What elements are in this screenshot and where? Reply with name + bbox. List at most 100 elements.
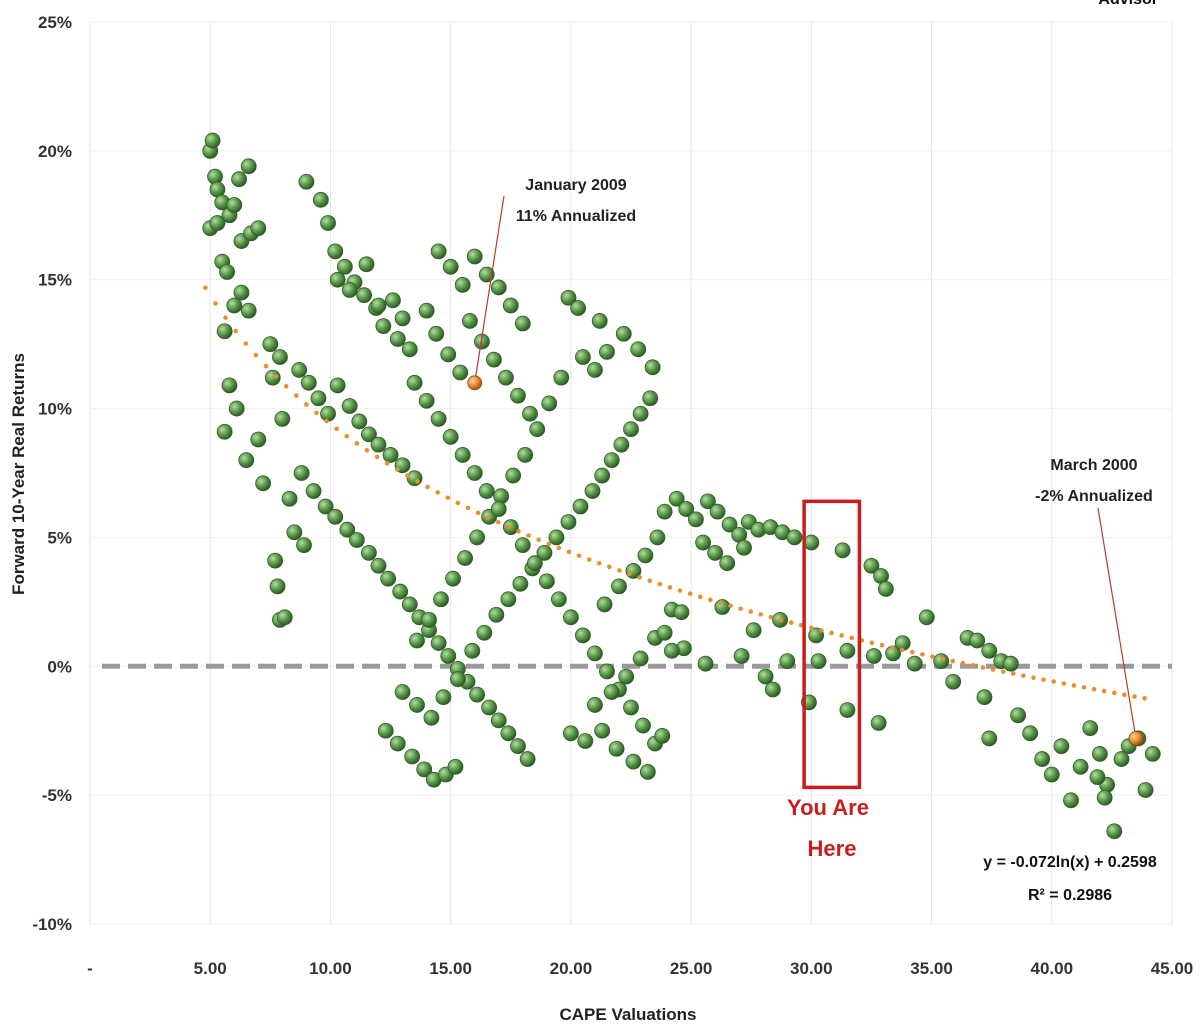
annotation-jan2009-line1: January 2009 bbox=[525, 177, 627, 194]
data-point bbox=[918, 609, 935, 626]
data-point bbox=[541, 395, 558, 412]
data-point bbox=[570, 300, 587, 316]
data-point bbox=[327, 243, 344, 260]
trendline-dot bbox=[586, 557, 592, 562]
trendline-dot bbox=[455, 500, 461, 506]
trendline-dot bbox=[849, 635, 855, 641]
data-point bbox=[632, 650, 649, 667]
trendline-dot bbox=[213, 301, 218, 306]
data-point bbox=[500, 591, 517, 608]
data-point bbox=[906, 655, 923, 672]
data-point bbox=[639, 764, 656, 780]
trendline-dot bbox=[708, 597, 713, 603]
trendline-dot bbox=[627, 571, 632, 577]
data-point bbox=[575, 349, 591, 365]
data-point bbox=[250, 431, 267, 448]
data-point bbox=[466, 465, 483, 481]
data-point bbox=[305, 483, 322, 499]
trendline-dot bbox=[1000, 669, 1006, 674]
you-are-here-box bbox=[802, 499, 862, 790]
data-point bbox=[618, 668, 635, 685]
y-axis-label: Forward 10-Year Real Returns bbox=[9, 353, 28, 595]
data-point bbox=[293, 465, 310, 481]
data-point bbox=[389, 735, 406, 752]
data-point bbox=[587, 362, 603, 378]
data-point bbox=[603, 452, 620, 469]
x-tick-label: 25.00 bbox=[670, 959, 713, 978]
data-point bbox=[1053, 738, 1070, 755]
data-point bbox=[428, 325, 445, 342]
data-point bbox=[264, 369, 281, 386]
data-point bbox=[594, 467, 611, 484]
trendline-dot bbox=[1091, 686, 1097, 692]
data-point bbox=[490, 712, 507, 729]
y-tick-label: -5% bbox=[42, 786, 72, 805]
trendline-dot bbox=[879, 642, 885, 648]
data-point bbox=[447, 758, 464, 775]
trendline-dot bbox=[445, 495, 451, 501]
data-point bbox=[500, 725, 517, 742]
data-point bbox=[394, 310, 411, 327]
trendline-dot bbox=[920, 652, 925, 657]
data-point bbox=[577, 733, 594, 749]
trendline-dot bbox=[526, 533, 531, 538]
data-point bbox=[745, 622, 762, 639]
data-point bbox=[587, 645, 603, 662]
data-point bbox=[733, 648, 750, 664]
trendline-dot bbox=[1061, 681, 1067, 686]
x-tick-label: 45.00 bbox=[1151, 959, 1194, 978]
data-point bbox=[1113, 751, 1130, 767]
data-point bbox=[312, 191, 329, 208]
trendline-dot bbox=[788, 620, 794, 625]
data-point bbox=[594, 722, 611, 739]
trendline-dot bbox=[607, 564, 612, 570]
data-point bbox=[228, 400, 245, 417]
data-point bbox=[1091, 746, 1108, 762]
data-point bbox=[945, 673, 962, 690]
trendline-dot bbox=[405, 473, 410, 478]
trendline-dot bbox=[344, 433, 350, 439]
y-tick-label: 20% bbox=[38, 142, 72, 161]
data-point bbox=[272, 349, 288, 365]
data-point bbox=[1096, 789, 1113, 806]
trendline-dot bbox=[1081, 685, 1087, 690]
data-point bbox=[572, 498, 589, 515]
data-point bbox=[656, 503, 673, 520]
y-tick-label: 5% bbox=[47, 528, 72, 547]
x-axis-ticks: - 5.00 10.00 15.00 20.00 25.00 30.00 35.00 40.00… bbox=[87, 959, 1193, 978]
data-point bbox=[1072, 758, 1089, 775]
data-point bbox=[584, 483, 601, 499]
data-point bbox=[1063, 792, 1079, 809]
trendline-dot bbox=[990, 667, 996, 672]
data-point bbox=[404, 748, 421, 765]
data-point bbox=[514, 537, 531, 554]
data-point bbox=[240, 158, 257, 175]
data-point bbox=[550, 591, 567, 608]
data-point bbox=[269, 578, 286, 595]
x-axis-label: CAPE Valuations bbox=[560, 1005, 697, 1024]
data-point bbox=[238, 452, 255, 469]
trendline-dot bbox=[536, 537, 541, 543]
data-point bbox=[632, 405, 649, 422]
data-point bbox=[517, 447, 534, 463]
data-point bbox=[630, 341, 647, 358]
trendline-dot bbox=[324, 418, 329, 424]
trendline-dot bbox=[960, 660, 966, 666]
data-point bbox=[442, 429, 459, 445]
trendline-dot bbox=[223, 315, 228, 321]
data-point bbox=[481, 699, 498, 716]
data-point bbox=[440, 346, 457, 363]
data-point bbox=[351, 413, 368, 430]
trendline-dot bbox=[334, 426, 339, 432]
trendline-dot bbox=[1101, 688, 1107, 694]
data-point bbox=[291, 362, 308, 378]
trendline-dot bbox=[283, 383, 289, 389]
data-point bbox=[969, 632, 986, 649]
trendline-dot bbox=[869, 640, 875, 646]
data-point bbox=[599, 343, 615, 360]
data-point bbox=[418, 302, 435, 319]
data-point bbox=[442, 258, 459, 275]
data-point bbox=[409, 697, 425, 713]
trendline-dot bbox=[233, 328, 239, 334]
annotation-jan2009-line2: 11% Annualized bbox=[516, 208, 636, 225]
